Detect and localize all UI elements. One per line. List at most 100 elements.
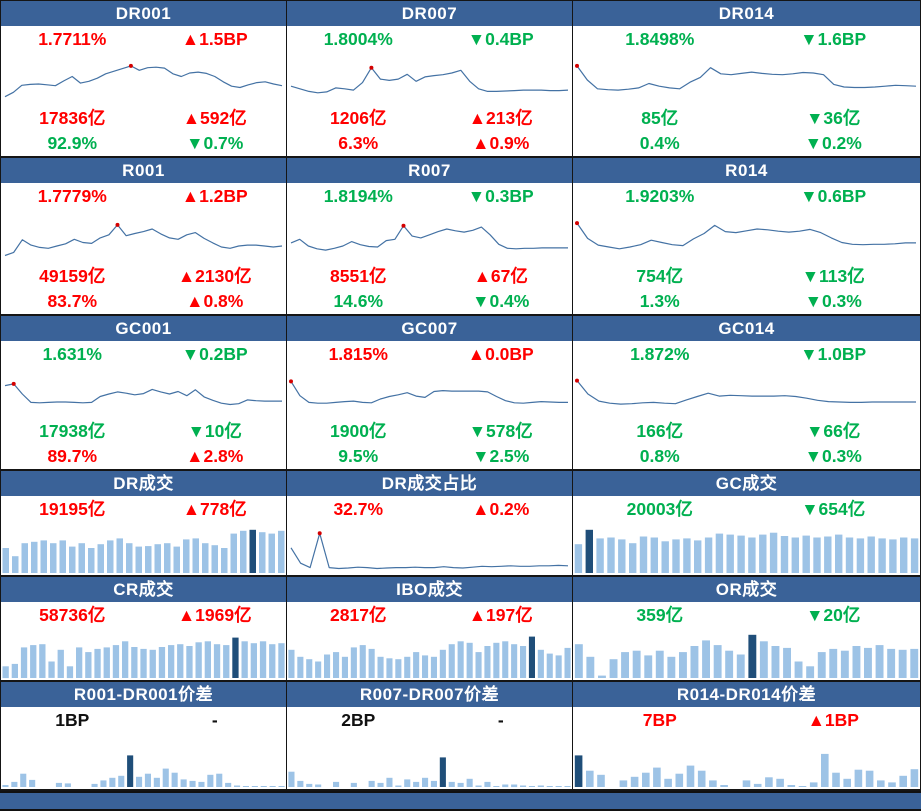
- panel-title: GC001: [1, 316, 286, 341]
- stat-change: ▼0.4%: [472, 291, 530, 311]
- stat-row-share: 14.6% ▼0.4%: [287, 290, 572, 314]
- stat-value: 359亿: [636, 605, 684, 625]
- panel-chart: [4, 381, 282, 406]
- stat-row-primary: 2817亿 ▲197亿: [287, 602, 572, 629]
- stat-change: ▼0.3%: [804, 446, 862, 466]
- stat-row-volume: 85亿 ▼36亿: [573, 105, 920, 132]
- stat-row-share: 89.7% ▲2.8%: [1, 445, 286, 469]
- stat-value: 1.7779%: [37, 186, 107, 206]
- panel-chart: [575, 378, 916, 405]
- stat-row-primary: 20003亿 ▼654亿: [573, 496, 920, 523]
- stat-row-share: 0.8% ▼0.3%: [573, 445, 920, 469]
- stat-row-primary: 1.631% ▼0.2BP: [1, 341, 286, 368]
- stat-value: 1.8004%: [323, 29, 393, 49]
- metric-panel: GC成交 20003亿 ▼654亿: [573, 471, 920, 577]
- stat-row-volume: 8551亿 ▲67亿: [287, 263, 572, 290]
- panel-chart: [574, 753, 919, 787]
- stat-change: -: [211, 710, 218, 730]
- stat-value: 6.3%: [338, 133, 379, 153]
- panel-title: GC014: [573, 316, 920, 341]
- stat-value: 17836亿: [39, 108, 106, 128]
- stat-change: ▲67亿: [473, 266, 528, 286]
- stat-change: ▼0.3%: [804, 291, 862, 311]
- stat-value: 0.8%: [639, 446, 680, 466]
- stat-row-primary: 7BP ▲1BP: [573, 707, 920, 734]
- stat-value: 1.9203%: [625, 186, 695, 206]
- stat-row-primary: 359亿 ▼20亿: [573, 602, 920, 629]
- stat-change: ▲1.5BP: [181, 29, 248, 49]
- stat-value: 754亿: [636, 266, 684, 286]
- stat-value: 83.7%: [47, 291, 98, 311]
- panel-title: GC007: [287, 316, 572, 341]
- panel-title: DR007: [287, 1, 572, 26]
- stat-value: 1.815%: [328, 344, 388, 364]
- stat-row-primary: 1BP -: [1, 707, 286, 734]
- stat-change: ▼578亿: [468, 421, 533, 441]
- metric-panel: DR014 1.8498% ▼1.6BP 85亿 ▼36亿 0.4% ▼0.2%: [573, 1, 920, 158]
- metric-panel: R007 1.8194% ▼0.3BP 8551亿 ▲67亿 14.6% ▼0.…: [287, 158, 573, 316]
- stat-row-primary: 1.8194% ▼0.3BP: [287, 183, 572, 210]
- stat-value: 1.8498%: [625, 29, 695, 49]
- stat-row-primary: 19195亿 ▲778亿: [1, 496, 286, 523]
- stat-row-primary: 1.9203% ▼0.6BP: [573, 183, 920, 210]
- stat-change: ▼0.6BP: [800, 186, 867, 206]
- panel-title: R007: [287, 158, 572, 183]
- stat-row-primary: 1.8004% ▼0.4BP: [287, 26, 572, 53]
- stat-row-primary: 32.7% ▲0.2%: [287, 496, 572, 523]
- metric-panel: OR成交 359亿 ▼20亿: [573, 577, 920, 682]
- stat-change: ▼0.2BP: [181, 344, 248, 364]
- metric-panel: IBO成交 2817亿 ▲197亿: [287, 577, 573, 682]
- stat-value: 49159亿: [39, 266, 106, 286]
- stat-row-volume: 754亿 ▼113亿: [573, 263, 920, 290]
- stat-value: 1.631%: [42, 344, 102, 364]
- metric-panel: DR007 1.8004% ▼0.4BP 1206亿 ▲213亿 6.3% ▲0…: [287, 1, 573, 158]
- stat-row-share: 1.3% ▼0.3%: [573, 290, 920, 314]
- panel-chart: [290, 223, 568, 251]
- stat-value: 58736亿: [39, 605, 106, 625]
- panel-title: DR成交: [1, 471, 286, 496]
- stat-row-share: 9.5% ▼2.5%: [287, 445, 572, 469]
- stat-change: ▼654亿: [801, 499, 866, 519]
- stat-change: ▼0.3BP: [467, 186, 534, 206]
- stat-row-volume: 17836亿 ▲592亿: [1, 105, 286, 132]
- stat-change: -: [497, 710, 504, 730]
- stat-value: 9.5%: [338, 446, 379, 466]
- stat-value: 1.872%: [630, 344, 690, 364]
- panel-title: R014-DR014价差: [573, 682, 920, 707]
- stat-row-primary: 1.815% ▲0.0BP: [287, 341, 572, 368]
- stat-value: 20003亿: [626, 499, 693, 519]
- panel-chart: [289, 379, 568, 404]
- stat-change: ▲1BP: [807, 710, 859, 730]
- stat-change: ▼66亿: [806, 421, 861, 441]
- footer-bar: [0, 791, 921, 811]
- panel-title: IBO成交: [287, 577, 572, 602]
- stat-value: 166亿: [636, 421, 684, 441]
- metric-panel: DR成交 19195亿 ▲778亿: [1, 471, 287, 577]
- stat-change: ▼1.0BP: [800, 344, 867, 364]
- stat-row-primary: 1.8498% ▼1.6BP: [573, 26, 920, 53]
- panel-title: OR成交: [573, 577, 920, 602]
- stat-value: 19195亿: [39, 499, 106, 519]
- panel-chart: [2, 755, 285, 787]
- panel-chart: [575, 63, 917, 91]
- stat-row-share: 0.4% ▼0.2%: [573, 132, 920, 156]
- panel-title: DR001: [1, 1, 286, 26]
- stat-row-primary: 58736亿 ▲1969亿: [1, 602, 286, 629]
- metric-panel: DR001 1.7711% ▲1.5BP 17836亿 ▲592亿 92.9% …: [1, 1, 287, 158]
- panel-title: CR成交: [1, 577, 286, 602]
- stat-value: 0.4%: [639, 133, 680, 153]
- stat-change: ▼1.6BP: [800, 29, 867, 49]
- panel-chart: [574, 529, 919, 573]
- stat-change: ▲592亿: [182, 108, 247, 128]
- stat-row-volume: 17938亿 ▼10亿: [1, 418, 286, 445]
- stat-change: ▼0.2%: [804, 133, 862, 153]
- stat-row-primary: 2BP -: [287, 707, 572, 734]
- stat-change: ▼20亿: [806, 605, 861, 625]
- stat-change: ▼2.5%: [472, 446, 530, 466]
- stat-row-primary: 1.7711% ▲1.5BP: [1, 26, 286, 53]
- stat-value: 17938亿: [39, 421, 106, 441]
- panel-chart: [290, 531, 569, 570]
- panel-chart: [575, 221, 916, 250]
- stat-value: 85亿: [641, 108, 679, 128]
